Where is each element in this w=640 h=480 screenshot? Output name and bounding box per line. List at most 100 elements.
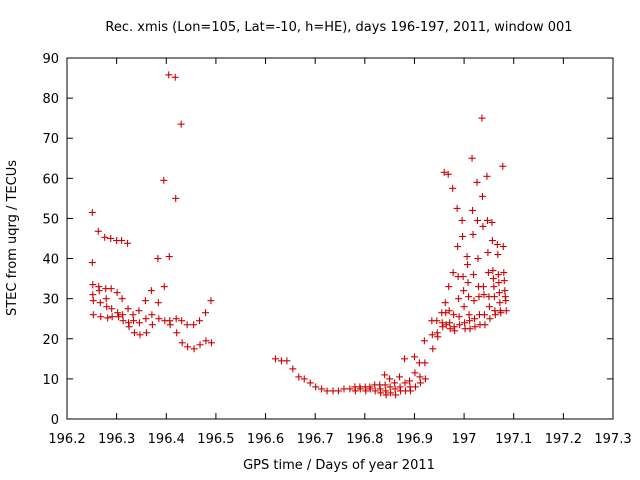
data-point <box>444 170 452 178</box>
data-point <box>96 299 104 307</box>
data-point <box>494 251 502 259</box>
data-point <box>469 206 477 214</box>
data-point <box>470 297 478 305</box>
data-point <box>356 385 364 393</box>
data-point <box>429 345 437 353</box>
data-point <box>433 317 441 325</box>
data-point <box>184 343 192 351</box>
data-point <box>459 232 467 240</box>
data-point <box>496 299 504 307</box>
data-point <box>95 287 103 295</box>
x-tick-label: 196.7 <box>297 432 334 447</box>
data-point <box>494 271 502 279</box>
data-point <box>474 255 482 263</box>
x-tick-label: 196.5 <box>197 432 234 447</box>
data-point <box>449 269 457 277</box>
data-point <box>455 313 463 321</box>
data-point <box>499 162 507 170</box>
data-point <box>300 375 308 383</box>
data-point <box>318 385 326 393</box>
data-point <box>473 178 481 186</box>
data-point <box>377 389 385 397</box>
data-point <box>479 222 487 230</box>
data-point <box>500 277 508 285</box>
data-point <box>401 379 409 387</box>
data-point <box>387 389 395 397</box>
data-point <box>160 176 168 184</box>
data-point <box>88 208 96 216</box>
data-point <box>453 204 461 212</box>
data-point <box>445 283 453 291</box>
data-point <box>89 297 97 305</box>
data-point <box>502 307 510 315</box>
data-point <box>463 253 471 261</box>
data-point <box>460 287 468 295</box>
data-point <box>456 321 464 329</box>
data-point <box>382 391 390 399</box>
y-tick-label: 50 <box>42 212 59 227</box>
x-tick-label: 196.2 <box>48 432 85 447</box>
data-point <box>129 311 137 319</box>
data-point <box>155 315 163 323</box>
data-point <box>391 379 399 387</box>
data-point <box>411 383 419 391</box>
data-point <box>480 311 488 319</box>
y-tick-label: 0 <box>51 413 59 428</box>
data-point <box>434 333 442 341</box>
x-tick-label: 196.4 <box>148 432 185 447</box>
data-point <box>455 295 463 303</box>
data-point <box>464 279 472 287</box>
data-point <box>171 73 179 81</box>
data-point <box>160 283 168 291</box>
data-point <box>460 303 468 311</box>
data-point <box>172 315 180 323</box>
x-tick-label: 196.9 <box>396 432 433 447</box>
data-point <box>484 249 492 257</box>
data-point <box>488 237 496 245</box>
data-point <box>362 387 370 395</box>
data-point <box>271 355 279 363</box>
data-point <box>392 391 400 399</box>
data-point <box>466 325 474 333</box>
data-point <box>499 243 507 251</box>
data-point <box>416 373 424 381</box>
data-point <box>97 313 105 321</box>
data-point <box>89 281 97 289</box>
x-tick-label: 197 <box>452 432 477 447</box>
data-point <box>312 383 320 391</box>
data-point <box>469 230 477 238</box>
data-point <box>478 114 486 122</box>
plot-frame <box>66 57 614 420</box>
data-point <box>114 309 122 317</box>
data-point <box>475 293 483 301</box>
data-point <box>124 239 132 247</box>
data-point <box>502 297 510 305</box>
data-point <box>172 194 180 202</box>
data-point <box>141 297 149 305</box>
data-point <box>107 285 115 293</box>
data-point <box>497 309 505 317</box>
data-point <box>465 311 473 319</box>
data-point <box>183 321 191 329</box>
data-point <box>446 325 454 333</box>
data-point <box>142 315 150 323</box>
data-point <box>411 369 419 377</box>
data-point <box>135 319 143 327</box>
data-point <box>401 355 409 363</box>
data-point <box>154 299 162 307</box>
data-point <box>119 317 127 325</box>
data-point <box>471 315 479 323</box>
data-point <box>416 379 424 387</box>
data-point <box>201 309 209 317</box>
data-point <box>190 345 198 353</box>
data-point <box>454 243 462 251</box>
y-tick-label: 90 <box>42 52 59 67</box>
x-tick-label: 197.2 <box>545 432 582 447</box>
data-point <box>490 283 498 291</box>
data-point <box>481 321 489 329</box>
x-tick-label: 197.1 <box>495 432 532 447</box>
data-point <box>289 365 297 373</box>
data-point <box>196 341 204 349</box>
data-point <box>108 313 116 321</box>
data-point <box>346 385 354 393</box>
